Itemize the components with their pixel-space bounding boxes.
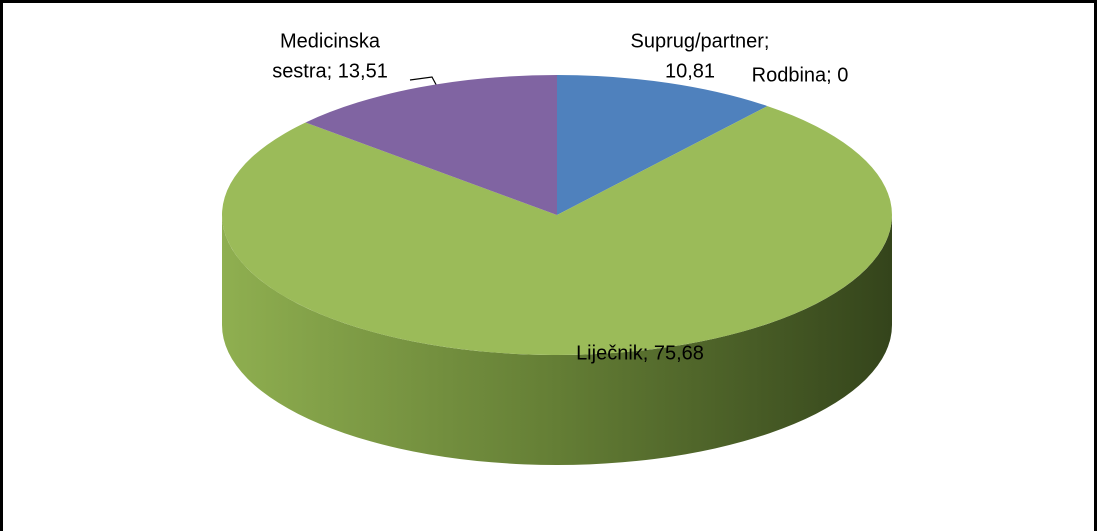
slice [305,75,557,215]
data-label: Liječnik; 75,68 [576,342,704,364]
data-label: Medicinska [280,30,381,52]
data-label: Suprug/partner; [631,30,770,52]
slice [222,106,893,356]
slice-side [222,215,892,465]
data-label: 10,81 [665,60,715,82]
slice [557,75,768,215]
data-label: Rodbina; 0 [752,64,849,86]
data-label: sestra; 13,51 [272,60,388,82]
